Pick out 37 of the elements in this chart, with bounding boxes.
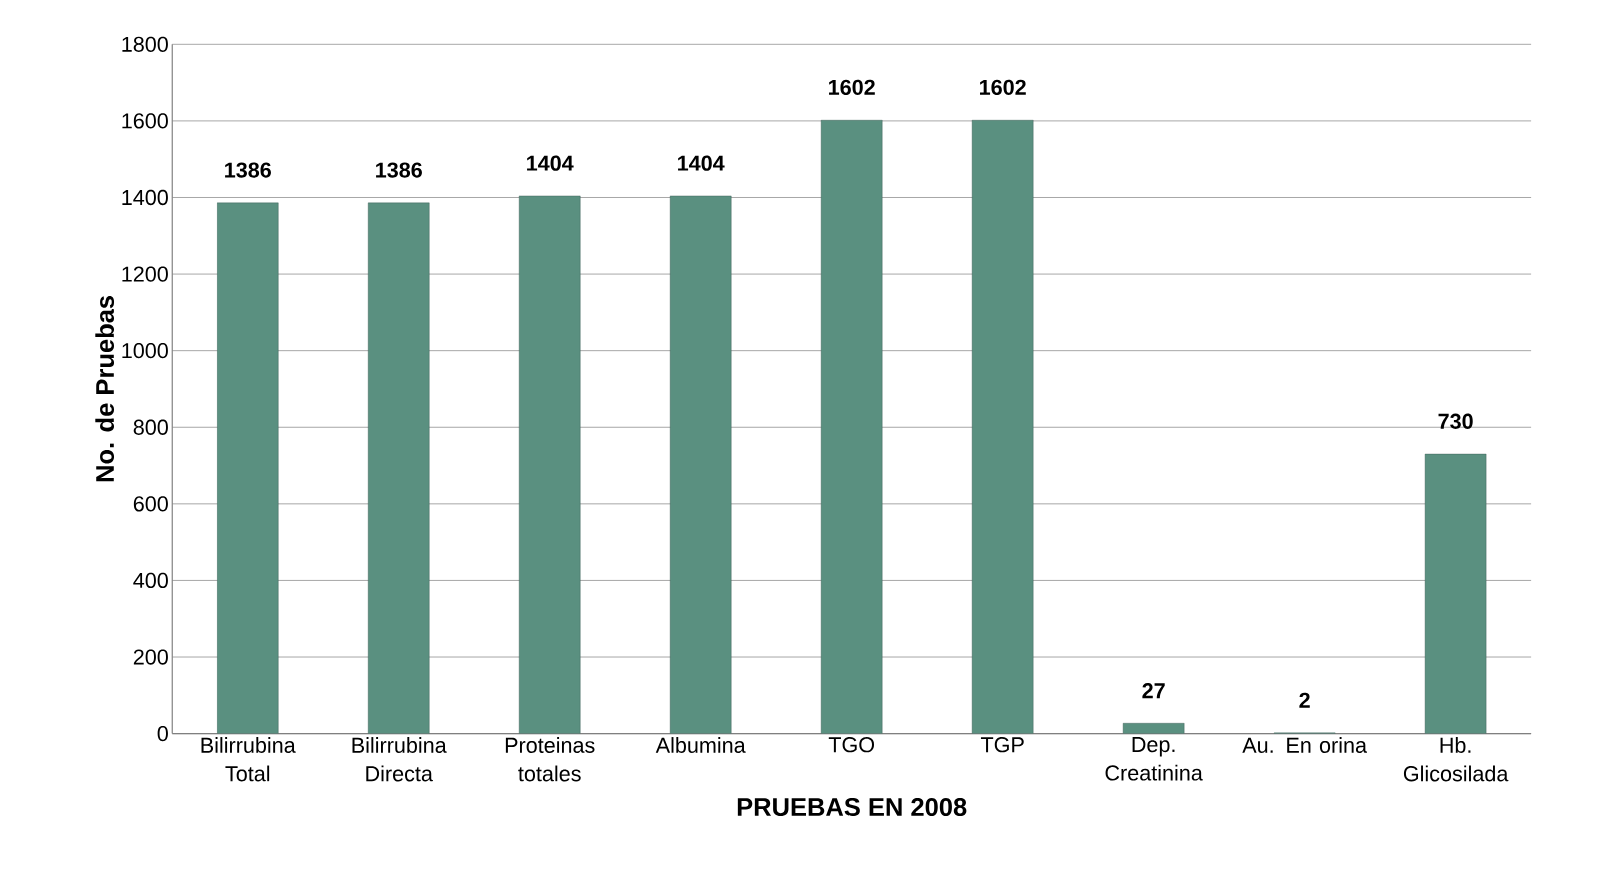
data-label: 1404 [527, 155, 574, 171]
x-axis-title: PRUEBAS EN 2008 [737, 797, 967, 816]
y-tick-label: 0 [157, 725, 168, 742]
y-tick-label: 1200 [122, 266, 168, 282]
bar [1424, 453, 1487, 734]
bar [669, 195, 732, 734]
x-tick-label: Hb. Glicosilada [1403, 737, 1509, 782]
y-axis-title: No. de Pruebas [95, 295, 115, 482]
y-tick-label: 600 [133, 496, 168, 512]
data-label: 1386 [376, 162, 422, 178]
y-tick-label: 400 [133, 572, 168, 589]
bar [518, 195, 581, 734]
x-tick-label: TGP [980, 737, 1024, 753]
data-label: 1602 [829, 79, 875, 95]
data-label: 1602 [980, 79, 1026, 95]
data-label: 730 [1438, 413, 1473, 429]
x-tick-label: TGO [828, 737, 875, 753]
y-tick-label: 800 [133, 419, 168, 435]
data-label: 27 [1142, 683, 1165, 699]
x-tick-label: Albumina [655, 737, 746, 753]
data-label: 1404 [678, 155, 725, 171]
x-tick-label: Au. En orina [1242, 737, 1367, 753]
bar [217, 202, 279, 734]
y-tick-label: 200 [133, 649, 168, 665]
x-tick-label: Proteinas totales [505, 737, 595, 782]
x-tick-label: Bilirrubina Total [201, 737, 296, 782]
x-tick-label: Bilirrubina Directa [352, 737, 447, 782]
data-label: 1386 [225, 162, 271, 178]
data-label: 2 [1299, 692, 1310, 708]
y-tick-label: 1000 [122, 342, 168, 359]
bar [820, 119, 883, 734]
bar [971, 119, 1034, 734]
y-tick-label: 1400 [122, 189, 168, 206]
y-tick-label: 1600 [122, 113, 168, 129]
y-tick-label: 1800 [122, 36, 168, 52]
bar [368, 202, 430, 734]
x-tick-label: Dep. Creatinina [1105, 737, 1203, 781]
